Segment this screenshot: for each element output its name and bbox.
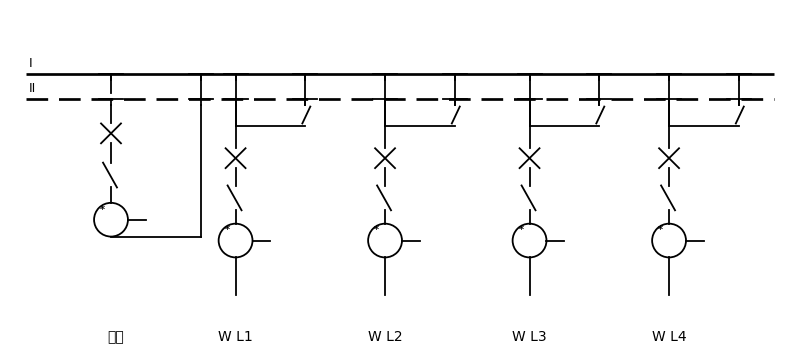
Text: W L2: W L2 bbox=[368, 330, 402, 344]
Text: II: II bbox=[28, 82, 35, 95]
Text: W L4: W L4 bbox=[652, 330, 686, 344]
Text: *: * bbox=[518, 225, 523, 236]
Text: W L1: W L1 bbox=[218, 330, 253, 344]
Text: *: * bbox=[658, 225, 663, 236]
Text: W L3: W L3 bbox=[512, 330, 547, 344]
Text: *: * bbox=[374, 225, 379, 236]
Text: 母联: 母联 bbox=[108, 330, 124, 344]
Text: *: * bbox=[225, 225, 230, 236]
Text: *: * bbox=[100, 205, 105, 215]
Text: I: I bbox=[28, 57, 32, 70]
